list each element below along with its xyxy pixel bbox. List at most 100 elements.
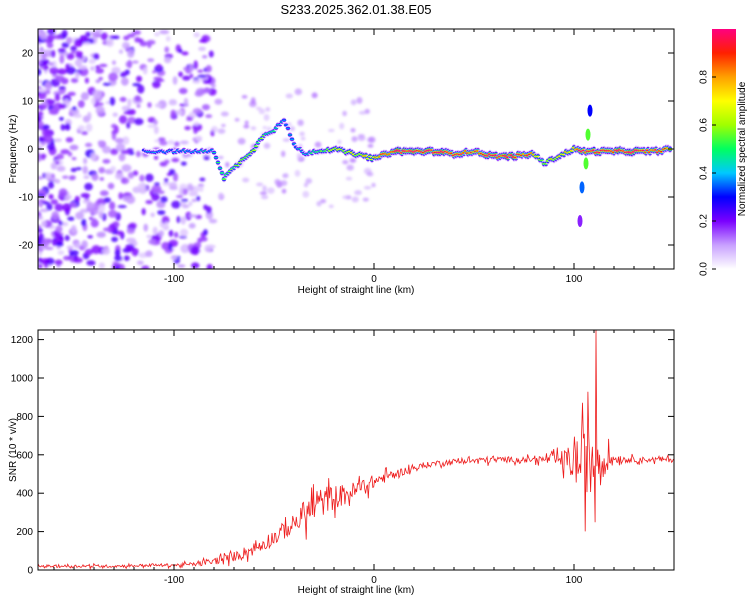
spectrogram-noise-blob — [38, 87, 47, 93]
spectrogram-noise-blob — [168, 100, 178, 106]
spectrogram-noise-blob — [152, 70, 157, 74]
spectrogram-noise-blob — [38, 193, 44, 197]
spectrogram-noise-blob — [302, 190, 310, 198]
spectrogram-noise-blob — [90, 152, 97, 161]
spectrogram-noise-blob — [127, 33, 136, 38]
spectrogram-noise-blob — [156, 78, 165, 83]
spectrogram-noise-blob — [77, 100, 85, 108]
spectrogram-noise-blob — [65, 63, 70, 71]
spectrogram-noise-blob — [97, 140, 103, 146]
spectrogram-noise-blob — [173, 231, 179, 238]
spectrogram-noise-blob — [115, 143, 126, 152]
snr-x-tick-label: 0 — [371, 575, 377, 586]
spectrogram-noise-blob — [160, 196, 168, 203]
spectrogram-noise-blob — [164, 56, 172, 64]
spectrogram-noise-blob — [137, 182, 146, 190]
spectrogram-noise-blob — [38, 104, 47, 110]
spectrogram-noise-blob — [192, 79, 201, 84]
spectrogram-noise-blob — [147, 42, 152, 49]
spectrogram-noise-blob — [206, 264, 213, 269]
spectrogram-noise-blob — [208, 50, 214, 58]
snr-y-tick-label: 400 — [16, 489, 33, 500]
spectrogram-noise-blob — [178, 71, 183, 78]
spectrogram-noise-blob — [82, 42, 91, 46]
spectrogram-noise-blob — [38, 79, 43, 84]
spectrogram-noise-blob — [112, 35, 120, 40]
spectrogram-noise-blob — [86, 201, 95, 211]
colorbar-tick-label: 0.8 — [699, 70, 710, 84]
spectrogram-noise-blob — [280, 150, 286, 157]
spectrogram-noise-blob — [91, 245, 102, 254]
spectrogram-noise-blob — [350, 99, 357, 106]
spectrogram-noise-blob — [38, 47, 42, 51]
spectrogram-noise-blob — [267, 187, 275, 194]
spectrogram-noise-blob — [153, 119, 158, 125]
spectrogram-noise-blob — [363, 185, 372, 190]
spectrogram-noise-blob — [38, 91, 47, 100]
spectrogram-y-tick-label: -10 — [19, 193, 34, 204]
spectrogram-noise-blob — [190, 246, 200, 256]
spectrogram-noise-blob — [214, 98, 223, 105]
spectrogram-noise-blob — [86, 260, 96, 266]
spectrogram-noise-blob — [98, 166, 106, 174]
spectrogram-noise-blob — [156, 63, 162, 70]
spectrogram-noise-blob — [181, 188, 188, 195]
spectrogram-ridge-cell — [289, 138, 295, 140]
spectrogram-noise-blob — [354, 190, 362, 196]
spectrogram-noise-blob — [120, 177, 130, 185]
spectrogram-noise-blob — [110, 80, 117, 85]
spectrogram-noise-blob — [83, 157, 88, 165]
spectrogram-noise-blob — [180, 198, 189, 203]
spectrogram-noise-blob — [90, 97, 96, 105]
spectrogram-noise-blob — [148, 238, 156, 245]
snr-y-ticks: 0 200 400 600 800 1000 1200 — [11, 335, 674, 577]
spectrogram-noise-blob — [44, 246, 54, 251]
spectrogram-noise-blob — [151, 185, 162, 193]
spectrogram-noise-blob — [167, 139, 175, 145]
spectrogram-noise-blob — [84, 248, 93, 256]
spectrogram-noise-blob — [199, 177, 206, 182]
spectrogram-noise-blob — [55, 75, 65, 82]
spectrogram-noise-blob — [210, 83, 216, 88]
spectrogram-noise-blob — [205, 65, 212, 73]
spectrogram-noise-blob — [99, 63, 108, 68]
spectrogram-noise-blob — [60, 149, 70, 155]
spectrogram-streak — [579, 181, 585, 194]
spectrogram-noise-blob — [59, 54, 65, 64]
spectrogram-noise-blob — [193, 127, 198, 134]
spectrogram-noise-blob — [92, 89, 103, 99]
spectrogram-noise-blob — [188, 201, 193, 207]
spectrogram-ridge-cell — [219, 172, 225, 174]
spectrogram-noise-blob — [41, 153, 46, 161]
spectrogram-noise-blob — [55, 225, 63, 233]
spectrogram-noise-blob — [118, 153, 126, 162]
colorbar-label: Normalized spectral amplitude — [737, 81, 748, 216]
spectrogram-noise-blob — [56, 165, 66, 172]
snr-panel: -100 0 100 0 200 400 600 800 1000 1200 Height of… — [8, 329, 675, 596]
spectrogram-noise-blob — [178, 48, 183, 54]
spectrogram-noise-blob — [356, 96, 363, 104]
spectrogram-noise-blob — [180, 216, 187, 225]
spectrogram-noise-blob — [107, 182, 115, 190]
colorbar-tick-label: 0.4 — [699, 166, 710, 180]
spectrogram-ridge-cell — [217, 167, 223, 169]
spectrogram-noise-blob — [58, 188, 68, 197]
spectrogram-noise-blob — [90, 66, 95, 71]
spectrogram-noise-blob — [201, 104, 211, 111]
spectrogram-noise-blob — [45, 38, 50, 44]
spectrogram-noise-blob — [54, 259, 63, 266]
spectrogram-noise-blob — [261, 195, 269, 200]
spectrogram-noise-blob — [95, 105, 105, 115]
colorbar-gradient — [712, 29, 736, 269]
spectrogram-noise-blob — [294, 169, 301, 177]
spectrogram-y-tick-label: -20 — [19, 241, 34, 252]
spectrogram-noise-blob — [128, 222, 137, 229]
spectrogram-ridge-cell — [211, 152, 217, 154]
snr-y-tick-label: 200 — [16, 527, 33, 538]
spectrogram-noise-blob — [75, 50, 81, 59]
spectrogram-x-axis-label: Height of straight line (km) — [298, 285, 415, 296]
spectrogram-streak — [587, 104, 593, 117]
spectrogram-noise-blob — [234, 117, 240, 122]
spectrogram-y-tick-label: 0 — [27, 145, 33, 156]
spectrogram-noise-blob — [171, 200, 181, 209]
